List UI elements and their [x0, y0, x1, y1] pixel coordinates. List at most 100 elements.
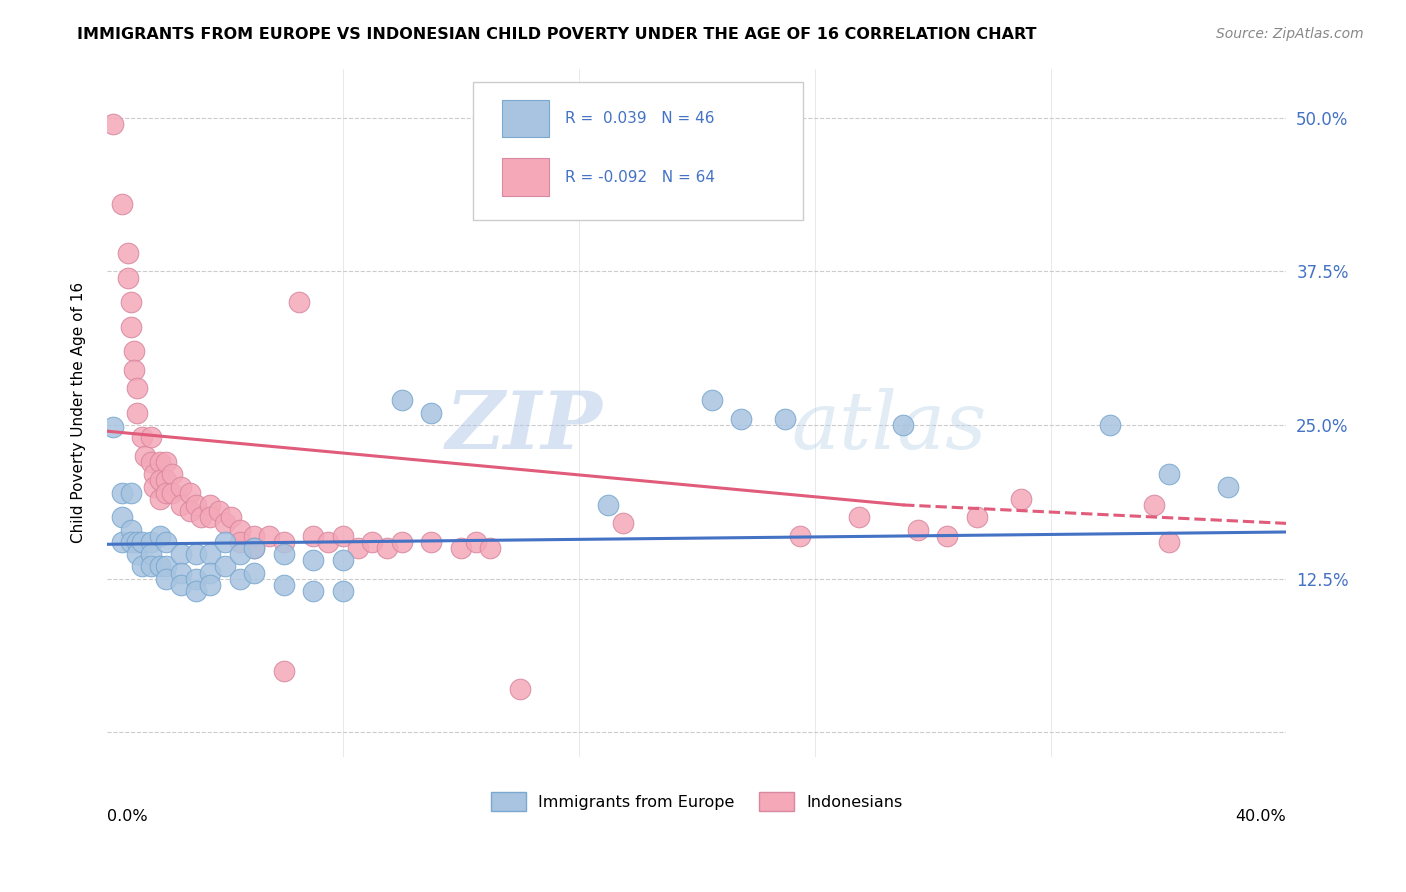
Point: [200, 578, 222, 592]
Point: [332, 584, 354, 599]
Point: [170, 547, 193, 561]
Point: [273, 664, 295, 678]
Point: [170, 479, 193, 493]
Point: [134, 449, 156, 463]
Point: [200, 547, 222, 561]
Point: [420, 406, 443, 420]
Point: [125, 381, 148, 395]
Point: [200, 566, 222, 580]
Point: [361, 534, 384, 549]
Point: [141, 559, 163, 574]
Point: [1157, 534, 1180, 549]
Text: IMMIGRANTS FROM EUROPE VS INDONESIAN CHILD POVERTY UNDER THE AGE OF 16 CORRELATI: IMMIGRANTS FROM EUROPE VS INDONESIAN CHI…: [77, 27, 1036, 42]
Point: [160, 467, 183, 482]
Point: [149, 559, 172, 574]
Point: [111, 485, 134, 500]
Text: 0.0%: 0.0%: [107, 809, 148, 823]
Point: [120, 523, 142, 537]
Point: [936, 529, 959, 543]
Point: [450, 541, 472, 555]
Point: [120, 319, 142, 334]
FancyBboxPatch shape: [472, 82, 803, 220]
Legend: Immigrants from Europe, Indonesians: Immigrants from Europe, Indonesians: [484, 786, 910, 818]
Text: 40.0%: 40.0%: [1236, 809, 1286, 823]
Text: Source: ZipAtlas.com: Source: ZipAtlas.com: [1216, 27, 1364, 41]
Point: [391, 534, 413, 549]
Point: [332, 553, 354, 567]
Point: [479, 541, 502, 555]
Point: [1216, 479, 1239, 493]
Point: [155, 559, 177, 574]
Point: [184, 584, 207, 599]
Point: [155, 474, 177, 488]
Point: [966, 510, 988, 524]
Point: [848, 510, 870, 524]
Point: [257, 529, 280, 543]
Point: [214, 534, 236, 549]
Point: [160, 485, 183, 500]
Point: [391, 393, 413, 408]
Point: [120, 534, 142, 549]
Point: [141, 430, 163, 444]
Point: [170, 566, 193, 580]
Point: [229, 534, 252, 549]
Point: [346, 541, 368, 555]
Point: [190, 510, 212, 524]
Point: [598, 498, 620, 512]
Point: [170, 578, 193, 592]
Point: [155, 455, 177, 469]
Point: [184, 572, 207, 586]
Point: [243, 541, 266, 555]
Point: [273, 547, 295, 561]
Point: [1010, 491, 1032, 506]
Point: [125, 534, 148, 549]
Point: [125, 547, 148, 561]
Point: [143, 479, 166, 493]
Point: [243, 566, 266, 580]
Point: [184, 498, 207, 512]
Point: [125, 406, 148, 420]
Point: [200, 498, 222, 512]
FancyBboxPatch shape: [502, 158, 550, 196]
Point: [122, 344, 145, 359]
Point: [302, 553, 325, 567]
Y-axis label: Child Poverty Under the Age of 16: Child Poverty Under the Age of 16: [72, 282, 86, 543]
Point: [120, 295, 142, 310]
Point: [509, 682, 531, 697]
Point: [111, 510, 134, 524]
Point: [179, 504, 201, 518]
Point: [117, 246, 139, 260]
Point: [131, 559, 153, 574]
Point: [316, 534, 339, 549]
Point: [420, 534, 443, 549]
Point: [891, 417, 914, 432]
Point: [464, 534, 486, 549]
Text: atlas: atlas: [792, 388, 987, 466]
Point: [101, 117, 124, 131]
Point: [141, 547, 163, 561]
Point: [155, 485, 177, 500]
Point: [149, 491, 172, 506]
Point: [179, 485, 201, 500]
Point: [149, 529, 172, 543]
FancyBboxPatch shape: [502, 100, 550, 137]
Point: [120, 485, 142, 500]
Text: ZIP: ZIP: [446, 388, 602, 466]
Point: [243, 529, 266, 543]
Point: [375, 541, 398, 555]
Point: [229, 547, 252, 561]
Point: [170, 498, 193, 512]
Point: [302, 584, 325, 599]
Point: [219, 510, 242, 524]
Point: [111, 196, 134, 211]
Point: [117, 270, 139, 285]
Point: [155, 534, 177, 549]
Point: [1098, 417, 1121, 432]
Point: [155, 572, 177, 586]
Point: [302, 529, 325, 543]
Point: [907, 523, 929, 537]
Point: [141, 455, 163, 469]
Point: [143, 467, 166, 482]
Point: [700, 393, 723, 408]
Point: [122, 362, 145, 376]
